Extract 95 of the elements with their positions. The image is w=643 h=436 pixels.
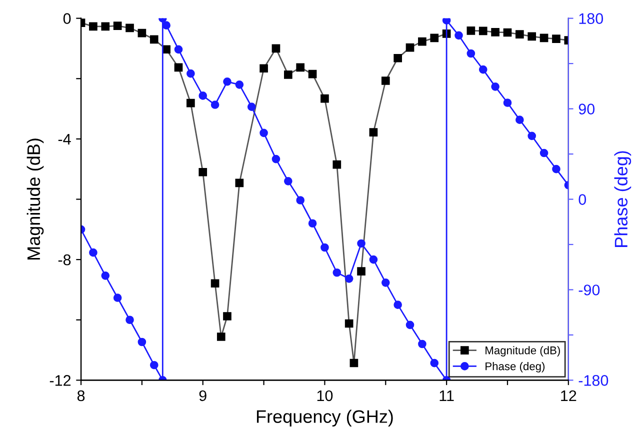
y-tick-label: -8 xyxy=(58,254,71,266)
point xyxy=(491,82,500,91)
point xyxy=(466,49,476,58)
point xyxy=(126,24,134,32)
point xyxy=(528,32,536,41)
point xyxy=(332,160,342,169)
point xyxy=(198,92,208,100)
point xyxy=(478,65,488,74)
y2-axis-title: Phase (deg) xyxy=(614,151,632,247)
point xyxy=(344,274,354,283)
point xyxy=(186,98,195,108)
point xyxy=(113,294,122,302)
point xyxy=(369,255,378,264)
x-tick-label: 9 xyxy=(199,390,206,402)
point xyxy=(320,243,329,252)
point xyxy=(516,116,524,124)
point xyxy=(552,164,560,174)
point xyxy=(235,80,244,89)
y2-tick-label: -90 xyxy=(578,284,600,296)
point xyxy=(320,94,329,103)
point xyxy=(418,37,426,46)
point xyxy=(284,70,292,79)
point xyxy=(430,34,439,42)
point xyxy=(296,63,305,72)
point xyxy=(442,18,451,24)
x-tick-label: 10 xyxy=(317,390,333,402)
point xyxy=(332,268,342,277)
point xyxy=(113,22,122,30)
point xyxy=(478,26,488,36)
point xyxy=(284,176,292,186)
point xyxy=(528,132,536,140)
point xyxy=(516,30,524,38)
point xyxy=(466,26,476,35)
y2-tick-label: 90 xyxy=(578,104,595,114)
y-tick-label: -12 xyxy=(50,375,71,386)
point xyxy=(223,77,232,86)
point xyxy=(260,64,268,73)
legend-label: Magnitude (dB) xyxy=(486,346,560,356)
point xyxy=(101,22,110,31)
y2-tick-label: -180 xyxy=(578,375,608,386)
point xyxy=(126,316,134,324)
point xyxy=(223,312,232,320)
point xyxy=(186,69,195,78)
point xyxy=(247,102,256,111)
point xyxy=(150,360,158,370)
point xyxy=(394,300,402,309)
x-tick-label: 12 xyxy=(561,390,576,401)
x-axis-title: Frequency (GHz) xyxy=(256,410,393,427)
point xyxy=(350,358,358,368)
y-axis-title: Magnitude (dB) xyxy=(26,138,44,260)
point xyxy=(406,320,414,330)
point xyxy=(552,34,560,43)
point xyxy=(454,31,463,40)
point xyxy=(138,28,146,38)
point xyxy=(101,271,110,280)
point xyxy=(357,239,366,248)
point xyxy=(503,98,512,107)
point xyxy=(174,45,183,54)
point xyxy=(430,358,439,368)
legend-label: Phase (deg) xyxy=(486,362,545,372)
x-tick-label: 8 xyxy=(77,390,85,402)
point xyxy=(174,63,183,72)
point xyxy=(344,319,354,328)
point xyxy=(503,28,512,37)
point xyxy=(381,278,390,287)
point xyxy=(272,44,280,53)
point xyxy=(296,196,305,204)
point xyxy=(216,332,226,341)
point xyxy=(540,148,548,158)
point xyxy=(272,154,280,164)
point xyxy=(357,267,366,276)
y2-tick-label: 180 xyxy=(579,13,604,24)
point xyxy=(210,100,220,109)
y-tick-label: 0 xyxy=(63,13,71,24)
point xyxy=(150,35,158,44)
point xyxy=(308,219,317,228)
point xyxy=(308,70,317,78)
point xyxy=(369,128,378,136)
y2-tick-label: 0 xyxy=(578,194,586,205)
x-tick-label: 11 xyxy=(440,390,454,401)
point xyxy=(260,128,268,138)
point xyxy=(138,338,146,346)
point xyxy=(491,28,500,36)
point xyxy=(89,22,98,31)
point xyxy=(210,279,220,288)
point xyxy=(162,21,170,30)
point xyxy=(381,76,390,85)
point xyxy=(540,34,548,42)
point xyxy=(89,248,98,257)
point xyxy=(406,43,414,52)
point xyxy=(394,54,402,62)
point xyxy=(198,168,208,176)
point xyxy=(418,340,426,348)
y-tick-label: -4 xyxy=(58,134,71,144)
point xyxy=(235,178,244,188)
